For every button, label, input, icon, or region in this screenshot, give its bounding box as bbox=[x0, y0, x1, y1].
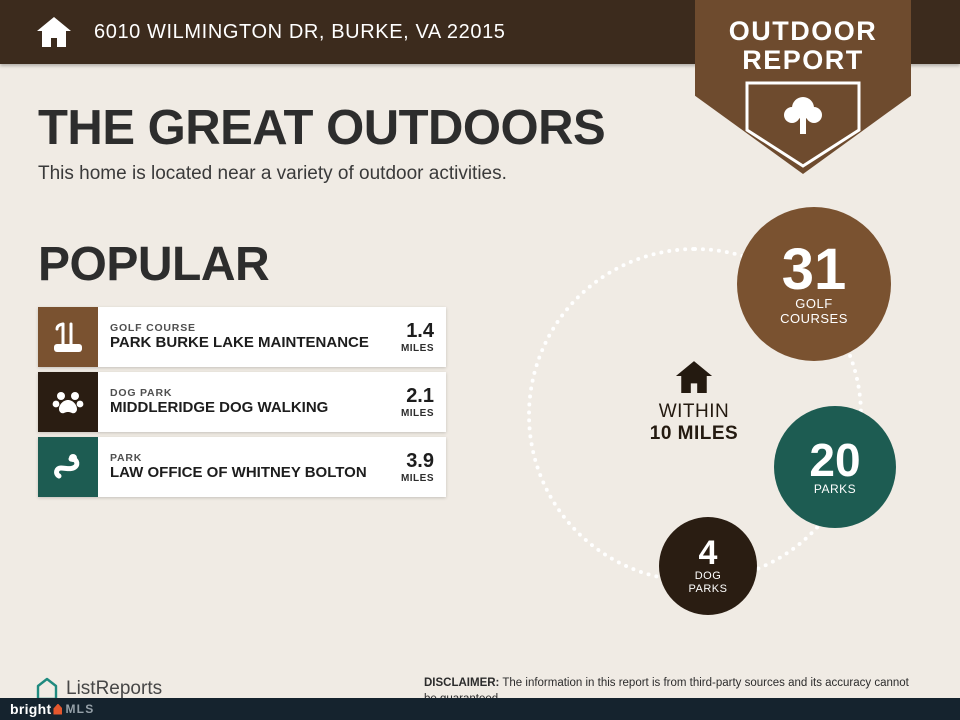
place-name: PARK BURKE LAKE MAINTENANCE bbox=[110, 334, 369, 352]
place-name: MIDDLERIDGE DOG WALKING bbox=[110, 399, 329, 417]
park-icon bbox=[38, 437, 98, 497]
brightmls-logo-text: bright bbox=[10, 701, 52, 717]
place-distance: 1.4 bbox=[406, 320, 434, 342]
stat-parks: 20 PARKS bbox=[774, 406, 896, 528]
stat-value: 31 bbox=[781, 236, 847, 302]
house-icon bbox=[675, 361, 713, 393]
brightmls-bar: bright MLS bbox=[0, 698, 960, 720]
place-distance: 3.9 bbox=[406, 450, 434, 472]
property-address: 6010 WILMINGTON DR, BURKE, VA 22015 bbox=[94, 20, 506, 43]
place-category: PARK bbox=[110, 452, 143, 465]
place-distance-unit: MILES bbox=[400, 473, 434, 484]
list-item-park: PARK LAW OFFICE OF WHITNEY BOLTON 3.9 MI… bbox=[38, 437, 446, 497]
stat-value: 20 bbox=[809, 434, 861, 487]
within-label: WITHIN bbox=[658, 401, 730, 422]
tree-icon bbox=[745, 81, 861, 168]
outdoor-report-ribbon: OUTDOOR REPORT bbox=[695, 0, 911, 174]
stat-dog-parks: 4 DOG PARKS bbox=[659, 517, 757, 615]
place-distance-unit: MILES bbox=[400, 343, 434, 354]
listreports-logo-text: ListReports bbox=[66, 678, 163, 699]
page-subtitle: This home is located near a variety of o… bbox=[38, 163, 507, 184]
miles-label: 10 MILES bbox=[649, 423, 739, 444]
place-name: LAW OFFICE OF WHITNEY BOLTON bbox=[110, 464, 367, 482]
disclaimer-text: DISCLAIMER: The information in this repo… bbox=[424, 677, 909, 705]
list-item-golf-course: GOLF COURSE PARK BURKE LAKE MAINTENANCE … bbox=[38, 307, 446, 367]
place-distance: 2.1 bbox=[406, 385, 434, 407]
ribbon-line2: REPORT bbox=[742, 45, 864, 75]
place-category: DOG PARK bbox=[110, 387, 173, 400]
popular-heading: POPULAR bbox=[38, 238, 270, 291]
home-icon bbox=[37, 17, 71, 47]
place-category: GOLF COURSE bbox=[110, 322, 196, 335]
paw-icon bbox=[38, 372, 98, 432]
stat-golf-courses: 31 GOLF COURSES bbox=[737, 207, 891, 361]
page-title: THE GREAT OUTDOORS bbox=[38, 101, 606, 155]
brightmls-logo-mark bbox=[53, 703, 63, 715]
stat-label: GOLF COURSES bbox=[780, 295, 848, 326]
golf-icon bbox=[38, 307, 98, 367]
stat-value: 4 bbox=[698, 534, 718, 573]
radius-center-label: WITHIN 10 MILES bbox=[613, 360, 775, 445]
disclaimer-label: DISCLAIMER: bbox=[424, 677, 500, 689]
ribbon-line1: OUTDOOR bbox=[728, 16, 878, 46]
stat-label: PARKS bbox=[813, 482, 857, 497]
stat-label: DOG PARKS bbox=[688, 570, 728, 595]
list-item-dog-park: DOG PARK MIDDLERIDGE DOG WALKING 2.1 MIL… bbox=[38, 372, 446, 432]
brightmls-logo-mls: MLS bbox=[65, 702, 95, 716]
popular-places-list: GOLF COURSE PARK BURKE LAKE MAINTENANCE … bbox=[38, 307, 446, 497]
place-distance-unit: MILES bbox=[400, 408, 434, 419]
